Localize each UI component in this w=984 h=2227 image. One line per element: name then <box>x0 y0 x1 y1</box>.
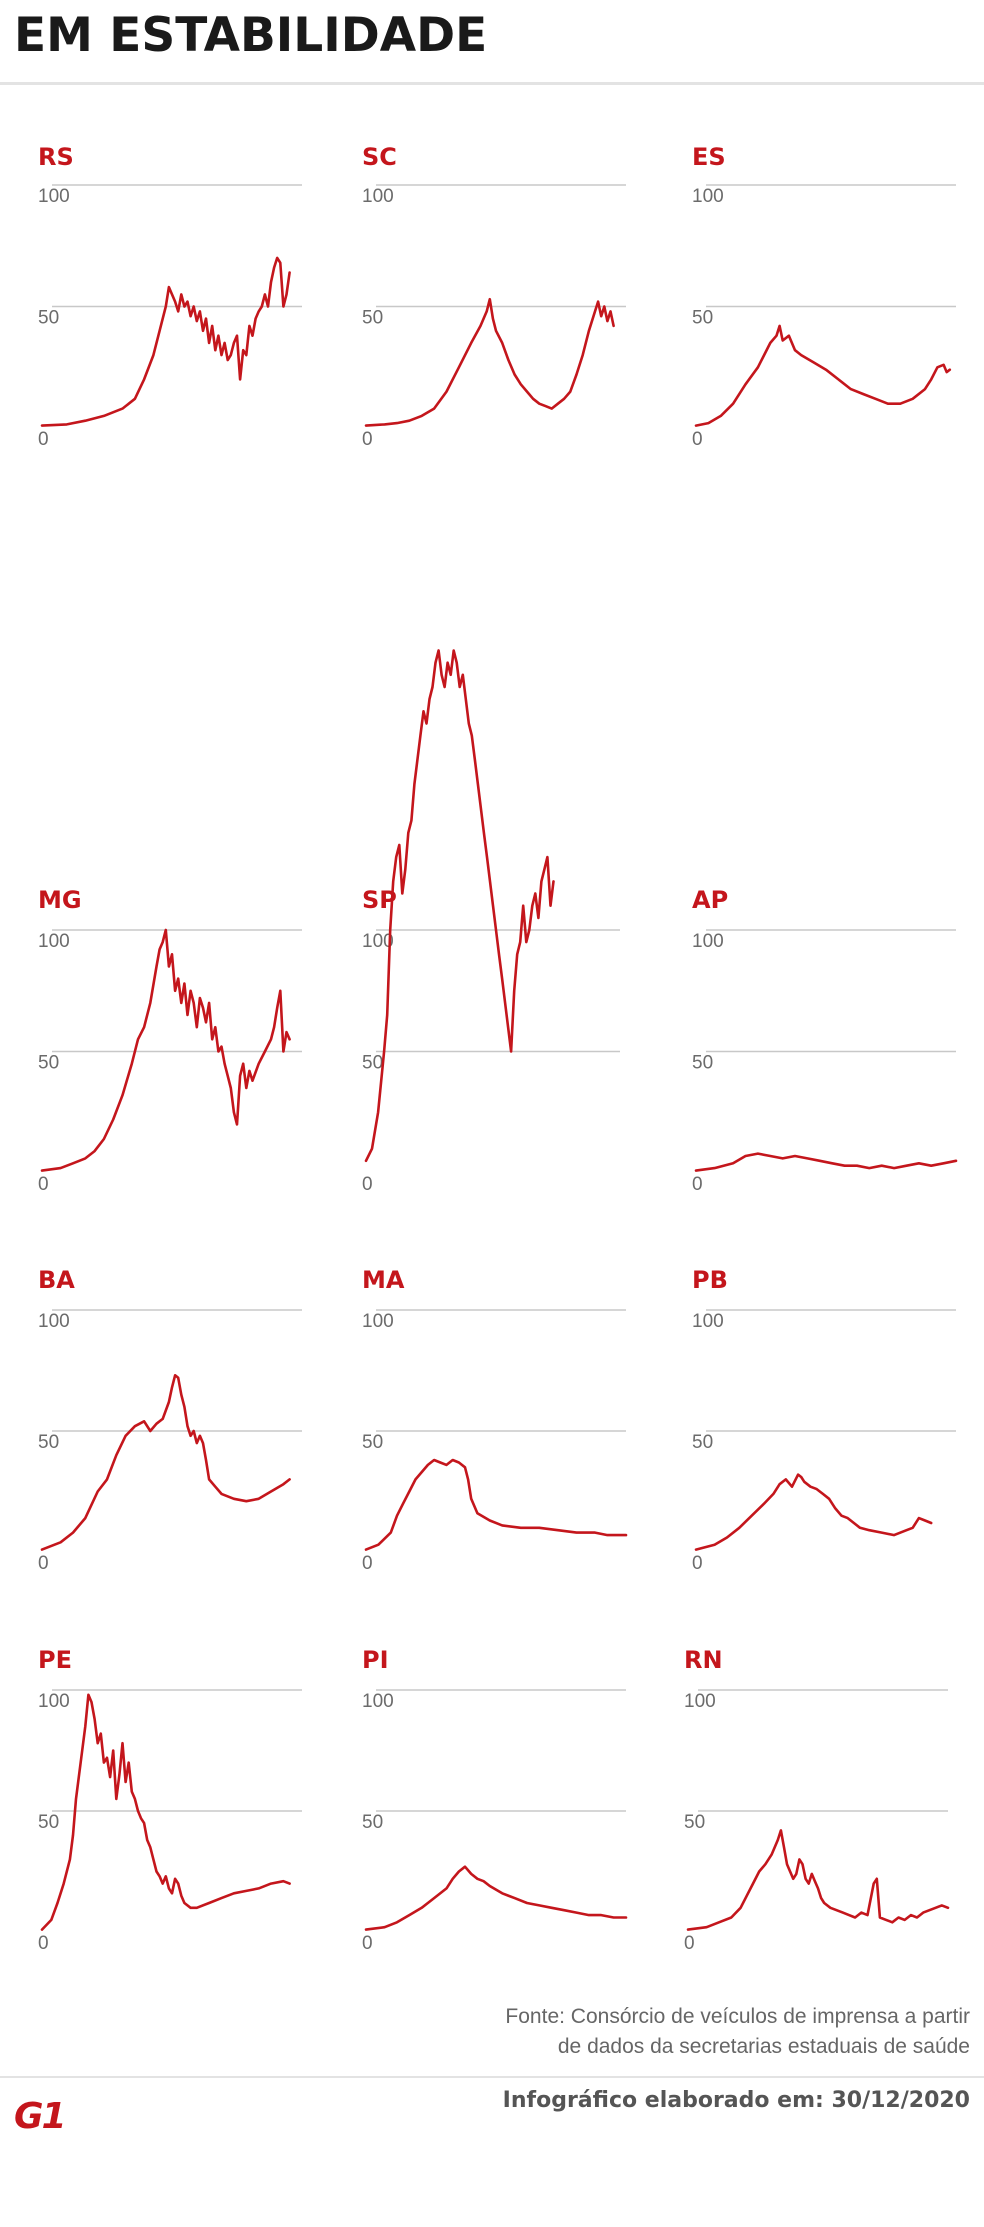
chart-title: PI <box>362 1646 389 1674</box>
y-tick-label: 0 <box>362 1174 373 1195</box>
y-tick-label: 50 <box>692 1432 713 1453</box>
y-tick-label: 100 <box>38 1691 70 1712</box>
series-line <box>40 1374 291 1551</box>
y-tick-label: 100 <box>38 186 70 207</box>
chart-title: BA <box>38 1266 75 1294</box>
series-line <box>694 1152 958 1172</box>
chart-title: AP <box>692 886 728 914</box>
y-tick-label: 100 <box>692 186 724 207</box>
y-tick-label: 50 <box>362 308 383 329</box>
y-tick-label: 50 <box>362 1432 383 1453</box>
y-tick-label: 0 <box>362 1553 373 1574</box>
series-line <box>364 649 555 1163</box>
chart-panel-mg: 0 50 100 MG <box>38 886 302 1195</box>
y-tick-label: 50 <box>692 1053 713 1074</box>
source-line-2: de dados da secretarias estaduais de saú… <box>557 2035 970 2058</box>
y-tick-label: 100 <box>692 1311 724 1332</box>
series-line <box>694 1473 933 1551</box>
chart-title: PB <box>692 1266 728 1294</box>
chart-panel-pb: 0 50 100 PB <box>692 1266 956 1574</box>
series-line <box>364 1458 628 1551</box>
chart-title: PE <box>38 1646 72 1674</box>
y-tick-label: 100 <box>684 1691 716 1712</box>
series-line <box>40 256 291 427</box>
y-tick-label: 0 <box>362 429 373 450</box>
chart-panel-rn: 0 50 100 RN <box>684 1646 950 1954</box>
y-tick-label: 100 <box>362 931 394 952</box>
title-divider <box>0 82 984 85</box>
y-tick-label: 0 <box>38 429 49 450</box>
y-tick-label: 0 <box>692 1174 703 1195</box>
chart-panel-pe: 0 50 100 PE <box>38 1646 302 1954</box>
y-tick-label: 0 <box>684 1933 695 1954</box>
chart-panel-es: 0 50 100 ES <box>692 143 956 450</box>
chart-panel-ba: 0 50 100 BA <box>38 1266 302 1574</box>
series-line <box>364 1865 628 1931</box>
y-tick-label: 100 <box>362 1691 394 1712</box>
series-line <box>686 1829 950 1931</box>
y-tick-label: 50 <box>362 1053 383 1074</box>
chart-panel-ma: 0 50 100 MA <box>362 1266 628 1574</box>
y-tick-label: 0 <box>38 1553 49 1574</box>
y-tick-label: 50 <box>38 1053 59 1074</box>
credit-line: Infográfico elaborado em: 30/12/2020 <box>502 2088 970 2113</box>
series-line <box>40 928 291 1172</box>
y-tick-label: 0 <box>38 1174 49 1195</box>
y-tick-label: 100 <box>362 1311 394 1332</box>
chart-title: MG <box>38 886 82 914</box>
y-tick-label: 0 <box>692 1553 703 1574</box>
y-tick-label: 0 <box>38 1933 49 1954</box>
y-tick-label: 50 <box>692 308 713 329</box>
y-tick-label: 50 <box>362 1812 383 1833</box>
footer-divider <box>0 2076 984 2078</box>
y-tick-label: 50 <box>38 1812 59 1833</box>
y-tick-label: 100 <box>362 186 394 207</box>
source-note: Fonte: Consórcio de veículos de imprensa… <box>410 2002 970 2062</box>
chart-panel-sc: 0 50 100 SC <box>362 143 626 450</box>
chart-panel-pi: 0 50 100 PI <box>362 1646 628 1954</box>
g1-logo: G1 <box>14 2096 67 2137</box>
chart-title: ES <box>692 143 726 171</box>
y-tick-label: 50 <box>38 308 59 329</box>
y-tick-label: 100 <box>38 1311 70 1332</box>
series-line <box>694 324 952 427</box>
chart-panel-ap: 0 50 100 AP <box>692 886 958 1195</box>
page-title: EM ESTABILIDADE <box>14 8 488 63</box>
y-tick-label: 100 <box>38 931 70 952</box>
chart-panel-rs: 0 50 100 RS <box>38 143 302 450</box>
y-tick-label: 0 <box>692 429 703 450</box>
chart-title: SC <box>362 143 397 171</box>
series-line <box>364 297 615 427</box>
source-line-1: Fonte: Consórcio de veículos de imprensa… <box>505 2005 970 2028</box>
y-tick-label: 50 <box>38 1432 59 1453</box>
chart-title: RN <box>684 1646 723 1674</box>
y-tick-label: 50 <box>684 1812 705 1833</box>
chart-title: MA <box>362 1266 405 1294</box>
y-tick-label: 100 <box>692 931 724 952</box>
y-tick-label: 0 <box>362 1933 373 1954</box>
chart-title: RS <box>38 143 74 171</box>
series-line <box>40 1693 291 1931</box>
